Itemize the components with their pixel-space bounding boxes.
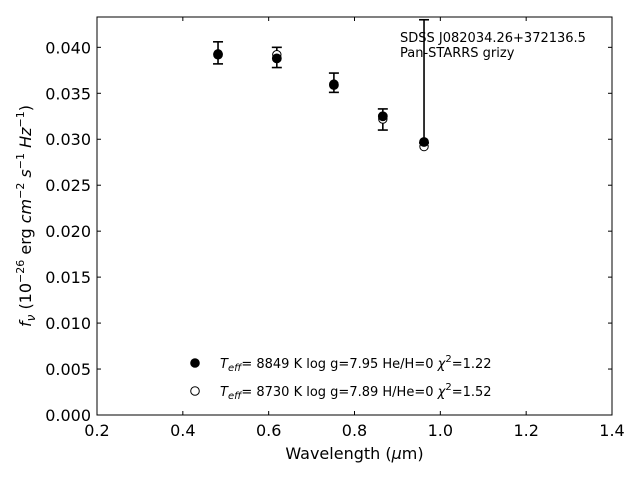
y-tick-label: 0.020: [45, 222, 91, 241]
y-tick-label: 0.035: [45, 84, 91, 103]
x-tick-label: 1.0: [428, 421, 453, 440]
annotation-object-name: SDSS J082034.26+372136.5: [400, 31, 586, 46]
filled-marker: [329, 80, 339, 90]
plot-area: [213, 18, 430, 152]
legend-open-marker: [190, 386, 200, 396]
axes-frame: [96, 16, 613, 416]
axes: 0.2 0.4 0.6 0.8 1.0 1.2 1.4 0.000 0.005 0.010 0.01…: [45, 16, 625, 440]
x-tick-label: 0.4: [170, 421, 195, 440]
legend-entry-text: Teff= 8849 K log g=7.95 He/H=0 χ2=1.22: [220, 354, 492, 374]
y-tick-label: 0.010: [45, 314, 91, 333]
annotation-survey-name: Pan-STARRS grizy: [400, 46, 515, 61]
y-tick-label: 0.000: [45, 406, 91, 425]
y-axis-label: fν (10−26 erg cm−2 s−1 Hz−1): [14, 105, 38, 327]
x-tick-label: 0.8: [342, 421, 367, 440]
filled-marker: [377, 111, 388, 122]
x-axis-label: Wavelength (μm): [285, 444, 423, 463]
x-tick-label: 1.2: [513, 421, 538, 440]
legend-entry-text: Teff= 8730 K log g=7.89 H/He=0 χ2=1.52: [220, 382, 492, 402]
legend-filled-marker: [190, 358, 200, 368]
x-tick-label: 1.4: [599, 421, 624, 440]
y-tick-label: 0.030: [45, 130, 91, 149]
y-tick-label: 0.015: [45, 268, 91, 287]
legend: Teff= 8849 K log g=7.95 He/H=0 χ2=1.22 Te…: [190, 354, 492, 402]
filled-marker: [419, 137, 429, 147]
filled-marker: [271, 53, 282, 64]
filled-marker: [213, 49, 223, 60]
x-tick-label: 0.6: [256, 421, 281, 440]
x-tick-label: 0.2: [84, 421, 109, 440]
y-tick-label: 0.040: [45, 38, 91, 57]
y-tick-label: 0.005: [45, 360, 91, 379]
y-tick-label: 0.025: [45, 176, 91, 195]
